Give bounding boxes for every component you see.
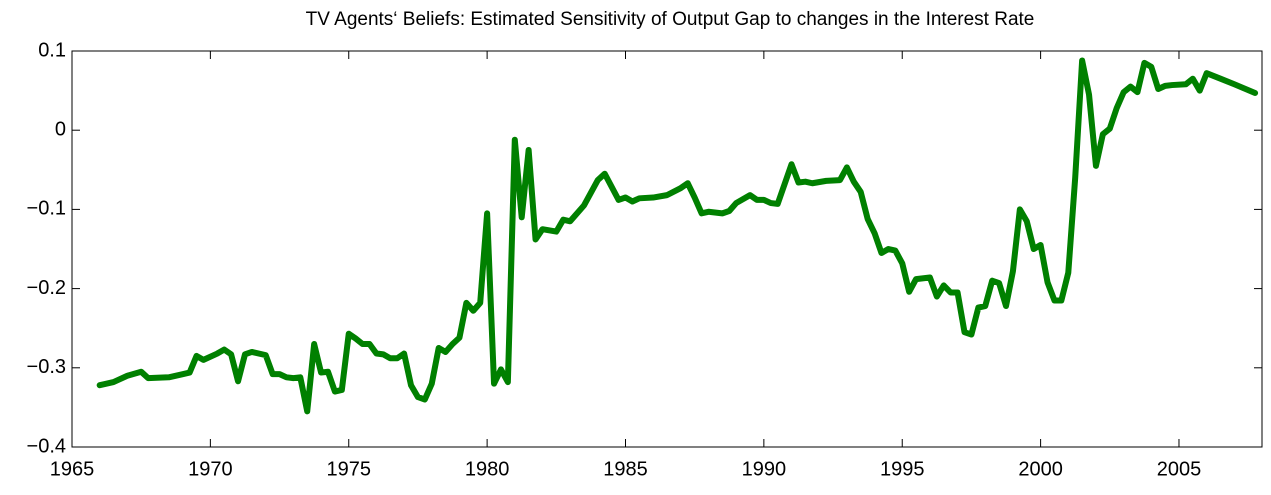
y-tick-label: −0.1 <box>27 198 66 220</box>
y-tick-label: −0.2 <box>27 277 66 299</box>
x-tick-label: 2005 <box>1157 458 1202 480</box>
y-tick-label: −0.4 <box>27 435 66 457</box>
x-tick-label: 1980 <box>465 458 510 480</box>
y-tick-label: 0 <box>55 118 66 140</box>
x-tick-label: 1965 <box>50 458 95 480</box>
y-tick-label: 0.1 <box>38 39 66 61</box>
x-tick-label: 1995 <box>880 458 925 480</box>
chart-title: TV Agents‘ Beliefs: Estimated Sensitivit… <box>306 9 1035 30</box>
data-line <box>96 57 1259 415</box>
y-tick-label: −0.3 <box>27 356 66 378</box>
plot-frame <box>71 50 1263 448</box>
x-tick-label: 2000 <box>1018 458 1063 480</box>
x-tick-label: 1990 <box>742 458 787 480</box>
x-tick-label: 1975 <box>326 458 371 480</box>
x-tick-label: 1985 <box>603 458 648 480</box>
x-tick-label: 1970 <box>188 458 233 480</box>
